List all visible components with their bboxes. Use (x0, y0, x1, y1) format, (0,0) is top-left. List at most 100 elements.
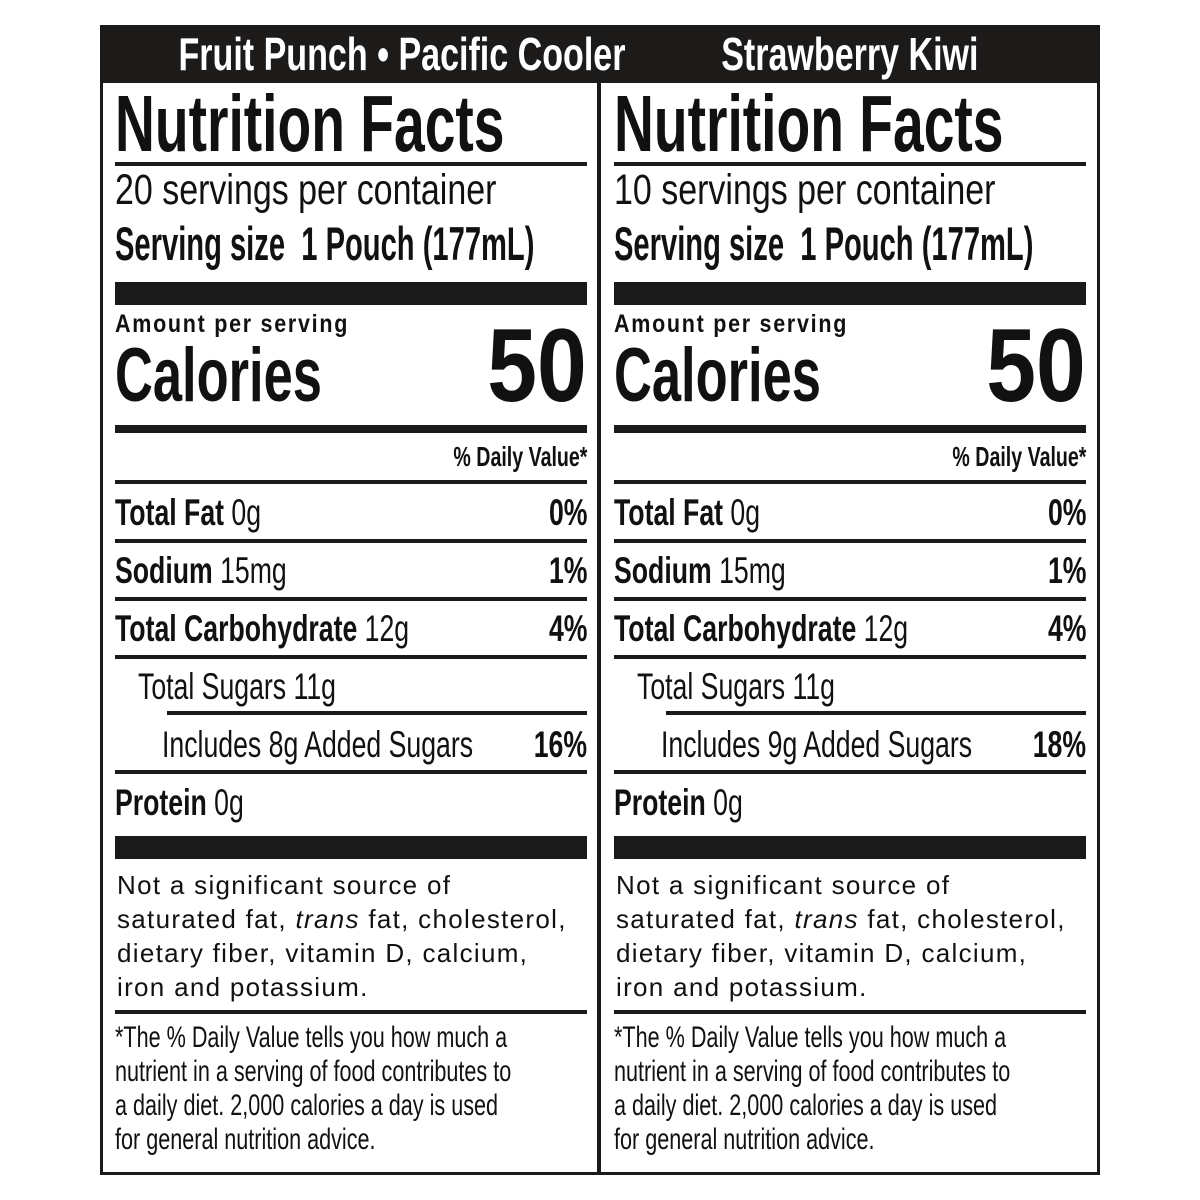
nutrient-amount: 0g (231, 492, 262, 533)
nutrient-amount: 0g (730, 492, 761, 533)
not-significant-text: Not a significant source of (117, 870, 452, 900)
nutrient-label: Total Carbohydrate (614, 608, 857, 649)
nutrient-label: Protein (115, 782, 207, 823)
calories-value: 50 (487, 308, 587, 424)
serving-size: Serving size 1 Pouch (177mL) (614, 220, 1033, 267)
serving-size-label: Serving size (115, 217, 286, 270)
not-significant-text: dietary fiber, vitamin D, calcium, (616, 938, 1028, 968)
divider-rule (115, 1010, 587, 1014)
text-span: fat, cholesterol, (359, 904, 567, 934)
divider-rule (115, 162, 587, 166)
nutrient-protein: Protein 0g (115, 784, 244, 821)
divider-rule (614, 597, 1086, 601)
calories-label: Calories (614, 333, 821, 418)
nutrient-dv: 1% (548, 550, 587, 591)
text-span: saturated fat, (117, 904, 296, 934)
nutrient-total-carbohydrate: Total Carbohydrate 12g (115, 610, 409, 647)
divider-rule (115, 770, 587, 774)
not-significant-text: iron and potassium. (117, 972, 369, 1002)
serving-size-value: 1 Pouch (177mL) (800, 217, 1034, 270)
nutrient-total-sugars: Total Sugars 11g (637, 666, 835, 707)
footnote-line: a daily diet. 2,000 calories a day is us… (614, 1089, 998, 1122)
nutrient-amount: 12g (364, 608, 410, 649)
serving-size-label: Serving size (614, 217, 785, 270)
nutrient-dv: 18% (1032, 724, 1086, 765)
divider-rule (115, 655, 587, 659)
divider-rule (614, 655, 1086, 659)
nutrition-facts-title: Nutrition Facts (614, 79, 1004, 168)
nutrient-added-sugars: Includes 8g Added Sugars (162, 724, 474, 765)
divider-rule (614, 1010, 1086, 1014)
nutrient-dv: 16% (533, 724, 587, 765)
divider-rule (614, 162, 1086, 166)
not-significant-text: Not a significant source of (616, 870, 951, 900)
footnote-line: nutrient in a serving of food contribute… (115, 1055, 512, 1088)
trans-italic: trans (794, 904, 859, 934)
nutrient-sodium: Sodium 15mg (115, 552, 287, 589)
not-significant-text: dietary fiber, vitamin D, calcium, (117, 938, 529, 968)
daily-value-header: % Daily Value* (951, 441, 1086, 472)
serving-size-value: 1 Pouch (177mL) (301, 217, 535, 270)
nutrient-dv: 1% (1047, 550, 1086, 591)
panel-divider (597, 25, 601, 1175)
nutrient-protein: Protein 0g (614, 784, 743, 821)
nutrient-dv: 4% (1047, 608, 1086, 649)
thick-bar (115, 836, 587, 859)
nutrient-label: Sodium (614, 550, 712, 591)
nutrient-total-fat: Total Fat 0g (614, 494, 760, 531)
not-significant-text: saturated fat, trans fat, cholesterol, (616, 902, 1066, 936)
divider-rule (167, 711, 587, 715)
nutrient-dv: 0% (548, 492, 587, 533)
flavor-title: Fruit Punch • Pacific Cooler (178, 28, 626, 80)
footnote-line: *The % Daily Value tells you how much a (614, 1021, 1007, 1054)
nutrient-label: Total Fat (614, 492, 724, 533)
divider-rule (666, 711, 1086, 715)
divider-rule (115, 597, 587, 601)
servings-per-container: 10 servings per container (614, 166, 996, 214)
divider-rule (115, 480, 587, 484)
nutrient-amount: 0g (214, 782, 244, 823)
not-significant-text: saturated fat, trans fat, cholesterol, (117, 902, 567, 936)
nutrient-amount: 15mg (719, 550, 786, 591)
nutrient-dv: 0% (1047, 492, 1086, 533)
footnote-line: nutrient in a serving of food contribute… (614, 1055, 1011, 1088)
footnote-line: for general nutrition advice. (614, 1123, 875, 1156)
thick-bar (614, 836, 1086, 859)
nutrition-facts-title: Nutrition Facts (115, 79, 505, 168)
calories-value: 50 (986, 308, 1086, 424)
nutrient-total-carbohydrate: Total Carbohydrate 12g (614, 610, 908, 647)
nutrient-amount: 12g (863, 608, 909, 649)
serving-size: Serving size 1 Pouch (177mL) (115, 220, 534, 267)
nutrient-sodium: Sodium 15mg (614, 552, 786, 589)
nutrient-label: Protein (614, 782, 706, 823)
footnote-line: a daily diet. 2,000 calories a day is us… (115, 1089, 499, 1122)
footnote-line: for general nutrition advice. (115, 1123, 376, 1156)
nutrition-facts-panel: Nutrition Facts 10 servings per containe… (614, 0, 1086, 1200)
medium-bar (115, 425, 587, 433)
nutrient-amount: 15mg (220, 550, 287, 591)
daily-value-header: % Daily Value* (452, 441, 587, 472)
nutrient-amount: 0g (713, 782, 743, 823)
flavor-title: Strawberry Kiwi (721, 28, 979, 80)
nutrient-label: Total Fat (115, 492, 225, 533)
thick-bar (614, 282, 1086, 305)
nutrient-total-sugars: Total Sugars 11g (138, 666, 336, 707)
thick-bar (115, 282, 587, 305)
calories-label: Calories (115, 333, 322, 418)
text-span: fat, cholesterol, (858, 904, 1066, 934)
divider-rule (614, 770, 1086, 774)
divider-rule (115, 539, 587, 543)
not-significant-text: iron and potassium. (616, 972, 868, 1002)
nutrition-facts-panel: Nutrition Facts 20 servings per containe… (115, 0, 587, 1200)
trans-italic: trans (295, 904, 360, 934)
nutrient-added-sugars: Includes 9g Added Sugars (661, 724, 973, 765)
text-span: saturated fat, (616, 904, 795, 934)
nutrient-label: Total Carbohydrate (115, 608, 358, 649)
amount-per-serving: Amount per serving (614, 310, 849, 338)
divider-rule (614, 539, 1086, 543)
footnote-line: *The % Daily Value tells you how much a (115, 1021, 508, 1054)
nutrient-label: Sodium (115, 550, 213, 591)
nutrient-dv: 4% (548, 608, 587, 649)
divider-rule (614, 480, 1086, 484)
medium-bar (614, 425, 1086, 433)
